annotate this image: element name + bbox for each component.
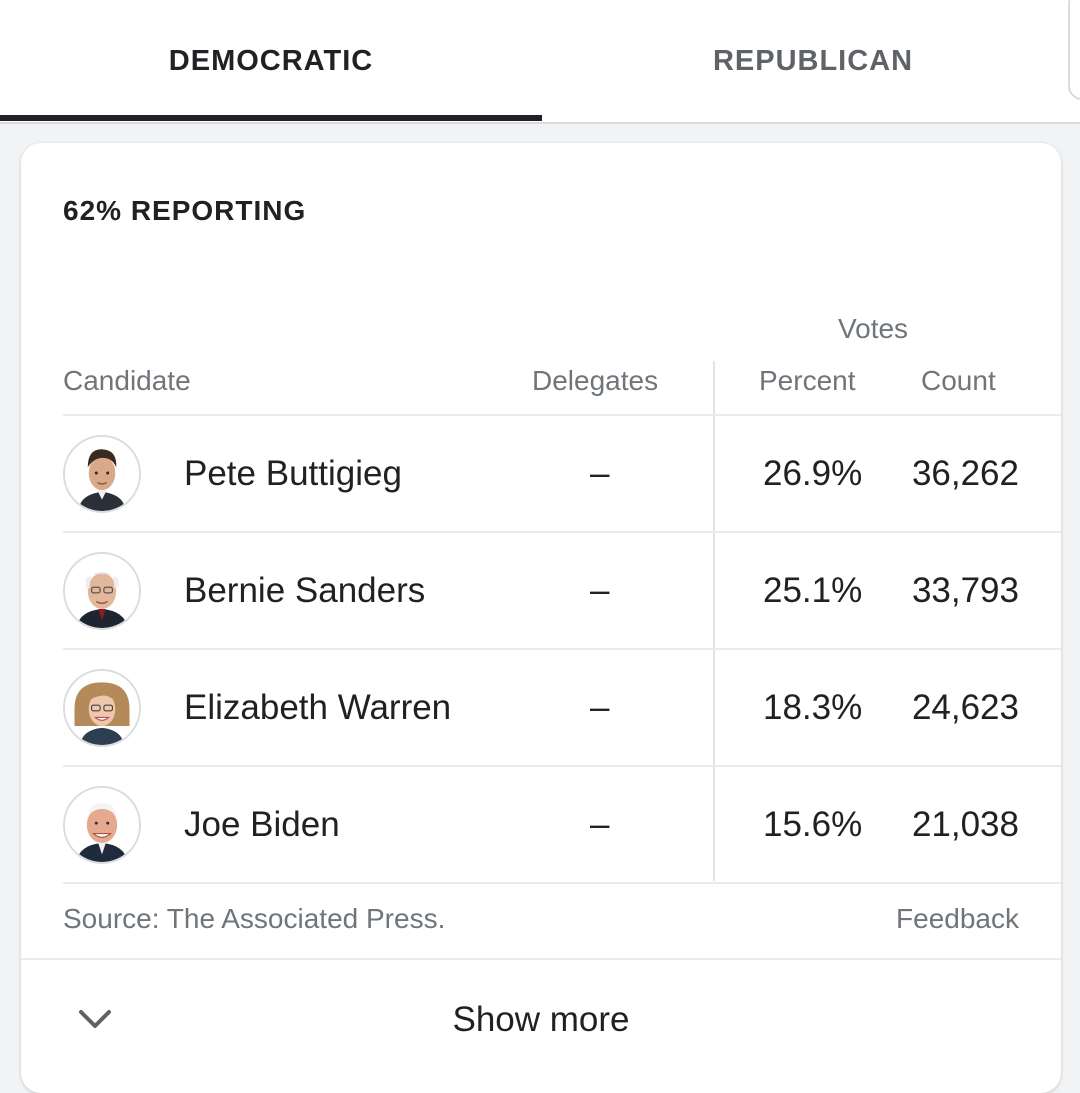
candidate-photo bbox=[63, 552, 141, 630]
feedback-link[interactable]: Feedback bbox=[896, 903, 1019, 934]
show-more-button[interactable]: Show more bbox=[21, 960, 1061, 1080]
delegates-value: – bbox=[590, 805, 610, 844]
delegates-value: – bbox=[590, 454, 610, 493]
count-column-header: Count bbox=[921, 365, 996, 396]
tab-republican[interactable]: REPUBLICAN bbox=[712, 44, 914, 77]
delegates-value: – bbox=[590, 688, 610, 727]
candidate-name: Joe Biden bbox=[184, 805, 340, 844]
results-card: 62% REPORTING Votes Candidate Delegates … bbox=[21, 143, 1061, 1093]
vote-count: 36,262 bbox=[911, 454, 1019, 493]
tab-democratic[interactable]: DEMOCRATIC bbox=[168, 44, 374, 77]
candidate-column-header: Candidate bbox=[63, 365, 191, 396]
candidate-name: Pete Buttigieg bbox=[184, 454, 402, 493]
reporting-status: 62% REPORTING bbox=[63, 195, 307, 226]
vote-percent: 26.9% bbox=[763, 454, 863, 493]
table-row: Pete Buttigieg – 26.9% 36,262 bbox=[63, 414, 1061, 531]
vote-count: 24,623 bbox=[911, 688, 1019, 727]
votes-divider bbox=[713, 361, 715, 881]
vote-percent: 15.6% bbox=[763, 805, 863, 844]
footer-divider bbox=[21, 958, 1061, 960]
candidate-name: Elizabeth Warren bbox=[184, 688, 452, 727]
vote-count: 21,038 bbox=[911, 805, 1019, 844]
percent-column-header: Percent bbox=[759, 365, 856, 396]
adjacent-card-edge bbox=[1068, 0, 1080, 100]
table-bottom-divider bbox=[63, 882, 1061, 884]
table-row: Joe Biden – 15.6% 21,038 bbox=[63, 765, 1061, 882]
chevron-down-icon bbox=[79, 1010, 111, 1028]
vote-percent: 25.1% bbox=[763, 571, 863, 610]
candidate-name: Bernie Sanders bbox=[184, 571, 426, 610]
delegates-column-header: Delegates bbox=[532, 365, 659, 396]
selected-tab-indicator bbox=[0, 115, 542, 121]
results-table: Pete Buttigieg – 26.9% 36,262 bbox=[63, 414, 1061, 884]
delegates-value: – bbox=[590, 571, 610, 610]
table-row: Elizabeth Warren – 18.3% 24,623 bbox=[63, 648, 1061, 765]
candidate-photo bbox=[63, 669, 141, 747]
table-row: Bernie Sanders – 25.1% 33,793 bbox=[63, 531, 1061, 648]
source-attribution: Source: The Associated Press. bbox=[63, 903, 446, 934]
vote-percent: 18.3% bbox=[763, 688, 863, 727]
candidate-photo bbox=[63, 786, 141, 864]
show-more-label: Show more bbox=[452, 1000, 630, 1039]
votes-group-header: Votes bbox=[838, 313, 909, 344]
party-tabs: DEMOCRATIC REPUBLICAN bbox=[0, 0, 1080, 124]
candidate-photo bbox=[63, 435, 141, 513]
vote-count: 33,793 bbox=[911, 571, 1019, 610]
